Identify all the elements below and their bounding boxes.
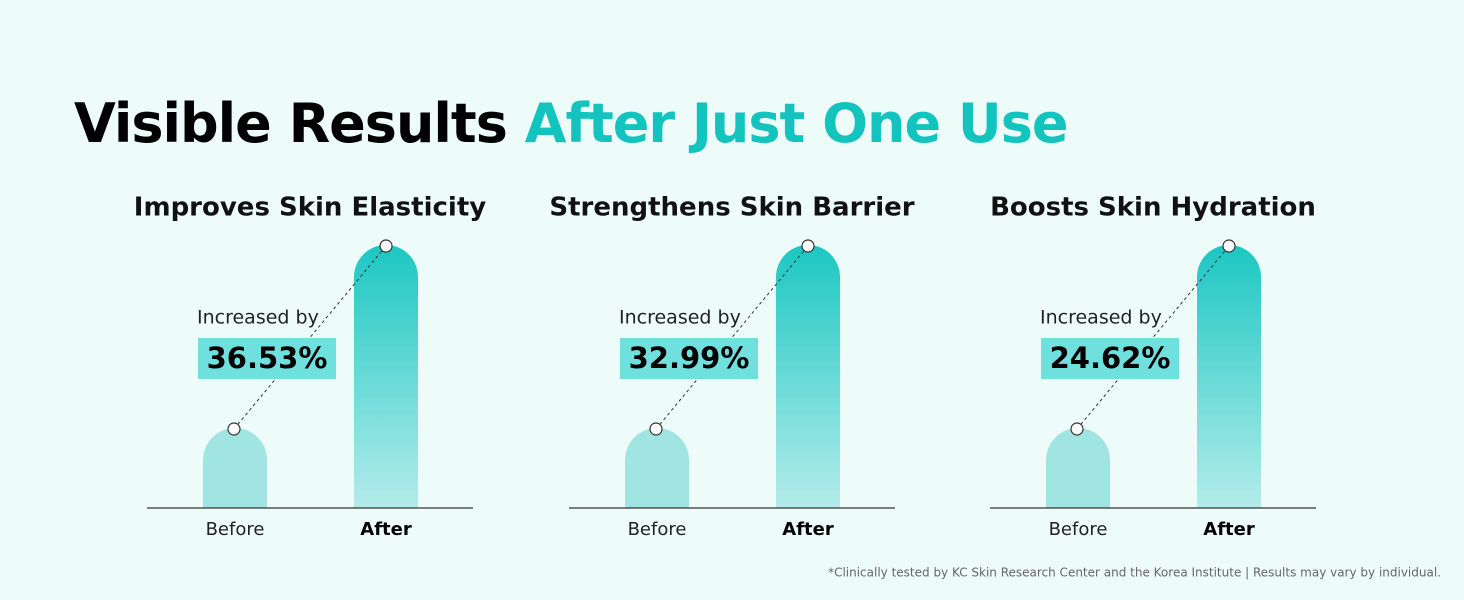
after-bar <box>776 245 840 508</box>
connector <box>655 245 809 430</box>
after-point <box>1222 239 1236 253</box>
panel-title: Improves Skin Elasticity <box>134 193 486 223</box>
increase-box <box>1041 338 1179 379</box>
increase-value: 32.99% <box>629 341 750 375</box>
panel: Improves Skin Elasticity Increased by 36.5… <box>134 193 486 541</box>
before-bar <box>203 428 267 508</box>
headline: Visible Results After Just One Use <box>74 92 1069 155</box>
before-point <box>649 422 663 436</box>
increase-box <box>620 338 758 379</box>
after-label: After <box>782 519 834 540</box>
before-point <box>227 422 241 436</box>
connector <box>1076 245 1230 430</box>
after-bar <box>1197 245 1261 508</box>
headline-accent: After Just One Use <box>524 92 1069 155</box>
panel-title: Boosts Skin Hydration <box>990 193 1316 223</box>
caption: Increased by <box>619 307 741 329</box>
increase-value: 36.53% <box>207 341 328 375</box>
after-point <box>801 239 815 253</box>
before-label: Before <box>206 519 265 540</box>
before-bar <box>625 428 689 508</box>
headline-main: Visible Results <box>74 92 508 155</box>
before-label: Before <box>1049 519 1108 540</box>
after-point <box>379 239 393 253</box>
panel: Strengthens Skin Barrier Increased by 32.9… <box>549 193 914 541</box>
after-label: After <box>360 519 412 540</box>
after-label: After <box>1203 519 1255 540</box>
caption: Increased by <box>1040 307 1162 329</box>
footnote: *Clinically tested by KC Skin Research C… <box>828 566 1441 580</box>
before-bar <box>1046 428 1110 508</box>
panel: Boosts Skin Hydration Increased by 24.62% B… <box>990 193 1316 540</box>
panel-title: Strengthens Skin Barrier <box>549 193 914 223</box>
before-label: Before <box>628 519 687 540</box>
before-point <box>1070 422 1084 436</box>
after-bar <box>354 245 418 508</box>
caption: Increased by <box>197 307 319 329</box>
increase-box <box>198 338 336 379</box>
increase-value: 24.62% <box>1050 341 1171 375</box>
connector <box>233 245 387 430</box>
